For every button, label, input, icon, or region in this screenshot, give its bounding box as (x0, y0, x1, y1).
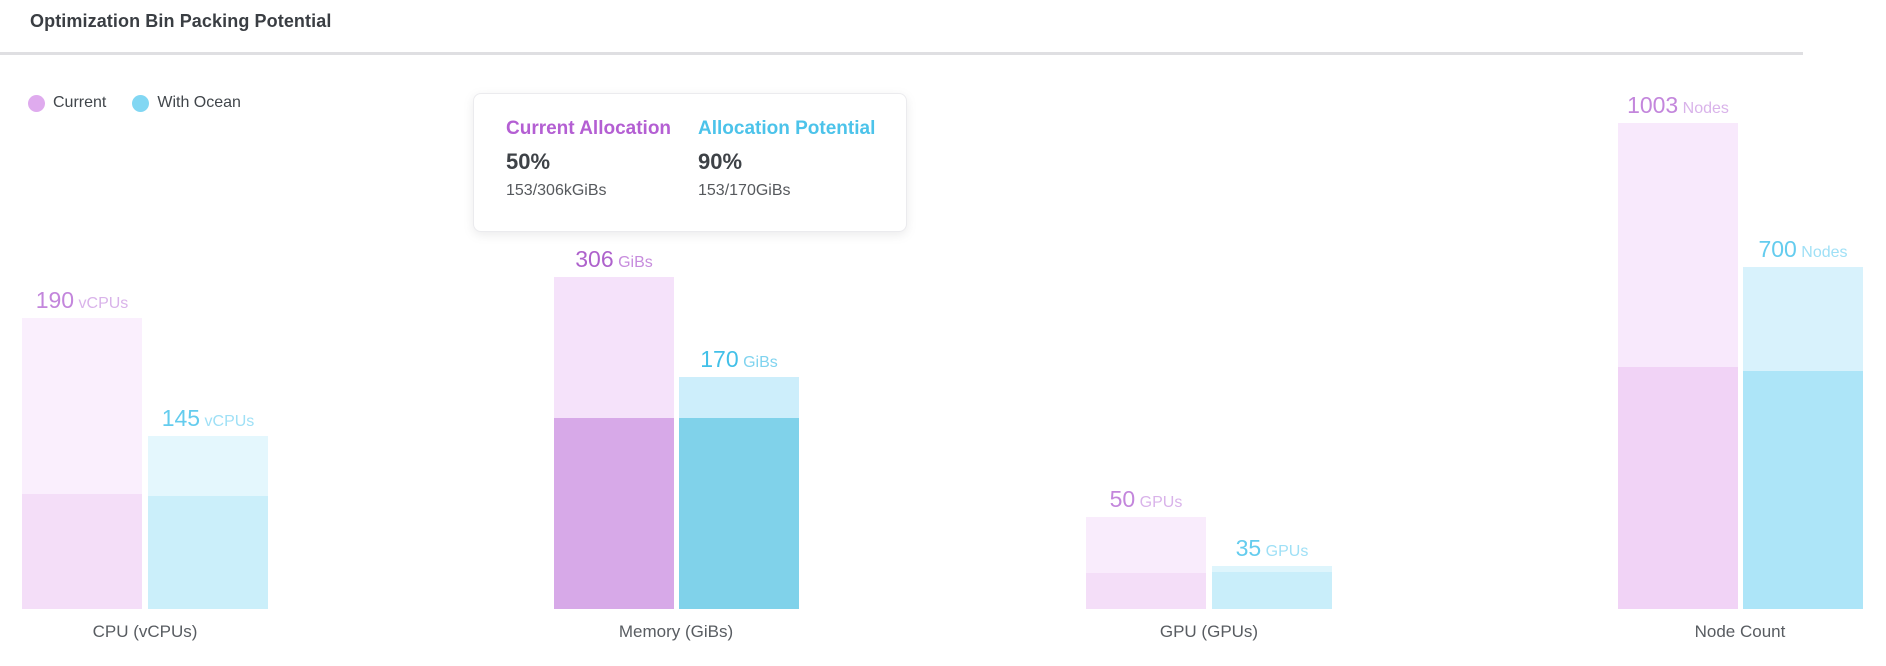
header-divider (0, 52, 1803, 55)
bar-free-segment (554, 277, 674, 418)
bar-ocean-node-count[interactable] (1743, 267, 1863, 609)
tooltip-percent-potential: 90% (698, 149, 743, 174)
page-title: Optimization Bin Packing Potential (30, 11, 332, 31)
tooltip-heading-current: Current Allocation (506, 118, 672, 139)
tooltip-detail-potential: 153/170GiBs (698, 182, 791, 199)
value-label-ocean-cpu: 145 vCPUs (161, 405, 255, 431)
value-label-ocean-gpu: 35 GPUs (1235, 535, 1309, 561)
allocation-tooltip: Current Allocation 50% 153/306kGiBs Allo… (473, 93, 907, 232)
bar-used-segment (1743, 371, 1863, 609)
category-label-gpu: GPU (GPUs) (1159, 622, 1259, 641)
value-label-current-node-count: 1003 Nodes (1627, 92, 1729, 118)
category-label-memory: Memory (GiBs) (618, 622, 734, 641)
legend-item-current[interactable]: Current (28, 94, 106, 112)
value-label-current-memory: 306 GiBs (575, 246, 653, 272)
category-label-cpu: CPU (vCPUs) (92, 622, 198, 641)
value-label-ocean-node-count: 700 Nodes (1758, 236, 1848, 262)
legend-label-current: Current (53, 94, 107, 111)
bar-ocean-memory[interactable] (679, 377, 799, 609)
tooltip-column-potential: Allocation Potential 90% 153/170GiBs (698, 118, 875, 231)
legend-label-with-ocean: With Ocean (157, 94, 241, 111)
bar-used-segment (679, 418, 799, 609)
value-label-ocean-memory: 170 GiBs (700, 346, 778, 372)
tooltip-percent-current: 50% (506, 149, 551, 174)
bar-free-segment (1743, 267, 1863, 371)
category-label-node-count: Node Count (1694, 622, 1786, 641)
bar-current-memory[interactable] (554, 277, 674, 609)
legend-item-with-ocean[interactable]: With Ocean (132, 94, 241, 112)
tooltip-detail-current: 153/306kGiBs (506, 182, 607, 199)
bar-free-segment (1086, 517, 1206, 573)
bar-used-segment (22, 494, 142, 609)
bar-ocean-cpu[interactable] (148, 436, 268, 609)
chart-legend: Current With Ocean (28, 94, 241, 112)
bar-free-segment (22, 318, 142, 494)
bar-free-segment (148, 436, 268, 496)
bar-current-gpu[interactable] (1086, 517, 1206, 609)
tooltip-column-current: Current Allocation 50% 153/306kGiBs (506, 118, 698, 231)
bar-used-segment (554, 418, 674, 609)
bar-free-segment (679, 377, 799, 418)
bar-current-node-count[interactable] (1618, 123, 1738, 609)
bar-free-segment (1212, 566, 1332, 572)
legend-dot-current-icon (28, 94, 45, 112)
bar-free-segment (1618, 123, 1738, 367)
bar-used-segment (1618, 367, 1738, 609)
bar-ocean-gpu[interactable] (1212, 566, 1332, 609)
bar-used-segment (1212, 572, 1332, 609)
bar-used-segment (148, 496, 268, 609)
bar-current-cpu[interactable] (22, 318, 142, 609)
value-label-current-cpu: 190 vCPUs (35, 287, 129, 313)
legend-dot-with-ocean-icon (132, 94, 150, 112)
value-label-current-gpu: 50 GPUs (1109, 486, 1183, 512)
tooltip-heading-potential: Allocation Potential (698, 118, 876, 139)
bar-used-segment (1086, 573, 1206, 609)
